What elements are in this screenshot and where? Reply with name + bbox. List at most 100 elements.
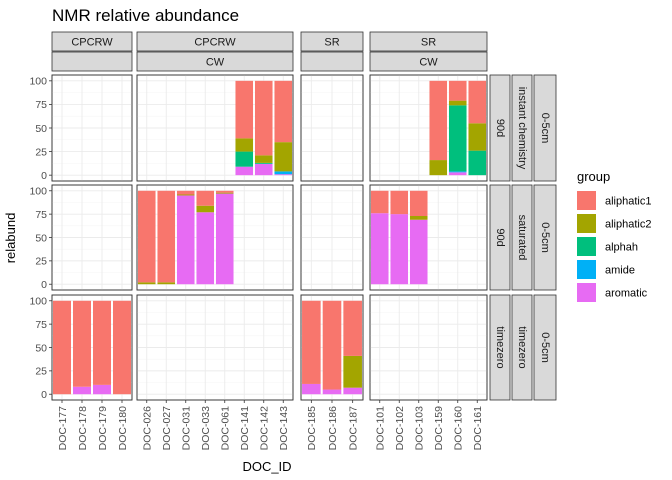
bar-segment-aliphatic1 — [254, 80, 273, 156]
x-tick-label: DOC-160 — [453, 406, 465, 451]
x-tick-label: DOC-159 — [433, 406, 445, 451]
panel-border — [369, 74, 488, 182]
legend-swatch-alphah — [577, 237, 596, 256]
row-strip-label: 0-5cm — [539, 332, 551, 363]
row-strip — [511, 184, 533, 291]
bar-segment-aliphatic1 — [53, 300, 71, 395]
column-strip-label: SR — [421, 37, 436, 49]
column-strip — [136, 31, 294, 52]
x-tick-label: DOC-033 — [200, 406, 212, 451]
bar-segment-aromatic — [409, 219, 428, 285]
panel-border — [369, 294, 488, 401]
x-tick-label: DOC-187 — [347, 406, 359, 451]
facet-panels — [51, 74, 488, 401]
y-tick-label: 25 — [35, 256, 47, 268]
bar-segment-alphah — [235, 151, 254, 167]
bar-segment-amide — [274, 171, 293, 175]
x-tick-label: DOC-031 — [181, 406, 193, 451]
y-axis-title: relabund — [3, 213, 18, 264]
bar-segment-aromatic — [302, 383, 321, 395]
panel-border — [369, 184, 488, 291]
x-tick-label: DOC-177 — [57, 406, 69, 451]
y-tick-label: 75 — [35, 99, 47, 111]
bar-segment-aliphatic2 — [254, 155, 273, 163]
y-tick-label: 100 — [29, 296, 47, 308]
y-tick-label: 25 — [35, 366, 47, 378]
x-tick-label: DOC-143 — [278, 406, 290, 451]
x-tick-label: DOC-061 — [220, 406, 232, 451]
bar-segment-aliphatic1 — [429, 80, 448, 161]
bar-segment-aliphatic1 — [302, 300, 321, 384]
bar-segment-aliphatic1 — [468, 80, 487, 124]
bar-segment-aliphatic2 — [429, 160, 448, 176]
column-strip-label: CPCRW — [71, 37, 113, 49]
bar-segment-aliphatic2 — [409, 216, 428, 220]
legend: group aliphatic1 aliphatic2 alphah amide arom… — [577, 169, 651, 302]
column-strip — [300, 31, 364, 52]
x-tick-label: DOC-161 — [472, 406, 484, 451]
bar-segment-aliphatic2 — [274, 142, 293, 172]
bar-segment-aliphatic1 — [448, 80, 467, 101]
legend-label-aliphatic2: aliphatic2 — [605, 219, 651, 231]
bar-segment-aromatic — [390, 214, 409, 285]
bar-segment-aromatic — [448, 172, 467, 176]
bar-segment-aliphatic2 — [343, 355, 362, 388]
column-strip — [369, 51, 488, 72]
bar-segment-amide — [448, 171, 467, 173]
legend-label-aliphatic1: aliphatic1 — [605, 196, 651, 208]
column-strip — [51, 31, 133, 52]
x-tick-label: DOC-103 — [414, 406, 426, 451]
y-tick-label: 75 — [35, 319, 47, 331]
row-strip — [489, 294, 511, 401]
panel-border — [300, 74, 364, 182]
bar-segment-aliphatic1 — [93, 300, 111, 385]
bar-segment-aliphatic2 — [176, 194, 195, 196]
panel-border — [300, 184, 364, 291]
bar-segment-aliphatic1 — [322, 300, 342, 390]
axes: 0 25 50 75 100 0 25 50 75 100 0 25 50 75 100 DOC-177 DOC… — [29, 76, 484, 451]
legend-title: group — [577, 169, 610, 184]
bar-segment-aromatic — [93, 384, 111, 395]
y-tick-label: 100 — [29, 76, 47, 88]
x-tick-label: DOC-026 — [142, 406, 154, 451]
bar-segment-aromatic — [235, 166, 254, 176]
chart-title: NMR relative abundance — [52, 6, 239, 25]
bar-segment-aliphatic1 — [409, 190, 428, 217]
bar-segment-aliphatic1 — [137, 190, 156, 283]
bar-segment-aliphatic2 — [235, 138, 254, 152]
x-tick-label: DOC-027 — [161, 406, 173, 451]
row-strip-label: 0-5cm — [539, 222, 551, 253]
y-tick-label: 50 — [35, 232, 47, 244]
y-tick-label: 100 — [29, 186, 47, 198]
bar-segment-aliphatic1 — [343, 300, 362, 356]
row-strip-label: 0-5cm — [539, 113, 551, 144]
bar-segment-alphah — [448, 105, 467, 172]
bar-segment-alphah — [254, 162, 273, 164]
row-strip-label: 90d — [494, 119, 506, 137]
row-strip — [533, 74, 557, 182]
bar-segment-aromatic — [254, 163, 273, 176]
legend-swatch-aliphatic2 — [577, 214, 596, 233]
row-strip — [489, 74, 511, 182]
bar-segment-alphah — [468, 150, 487, 176]
y-tick-label: 0 — [41, 170, 47, 182]
column-strip-label: SR — [324, 37, 339, 49]
x-tick-label: DOC-101 — [375, 406, 387, 451]
y-tick-label: 75 — [35, 209, 47, 221]
bar-segment-aromatic — [73, 386, 91, 395]
legend-swatch-amide — [577, 260, 596, 279]
panel-border — [136, 184, 294, 291]
x-tick-label: DOC-142 — [259, 406, 271, 451]
bar-segment-aliphatic2 — [196, 205, 215, 213]
x-tick-label: DOC-141 — [239, 406, 251, 451]
bar-segment-aliphatic2 — [468, 123, 487, 151]
y-tick-label: 50 — [35, 123, 47, 135]
column-strip — [369, 31, 488, 52]
bar-segment-aliphatic1 — [274, 80, 293, 143]
bar-segment-aliphatic2 — [215, 192, 234, 194]
x-tick-label: DOC-185 — [306, 406, 318, 451]
column-strip-label: CW — [419, 57, 438, 69]
y-tick-label: 25 — [35, 146, 47, 158]
y-tick-label: 0 — [41, 279, 47, 291]
column-strip — [300, 51, 364, 72]
